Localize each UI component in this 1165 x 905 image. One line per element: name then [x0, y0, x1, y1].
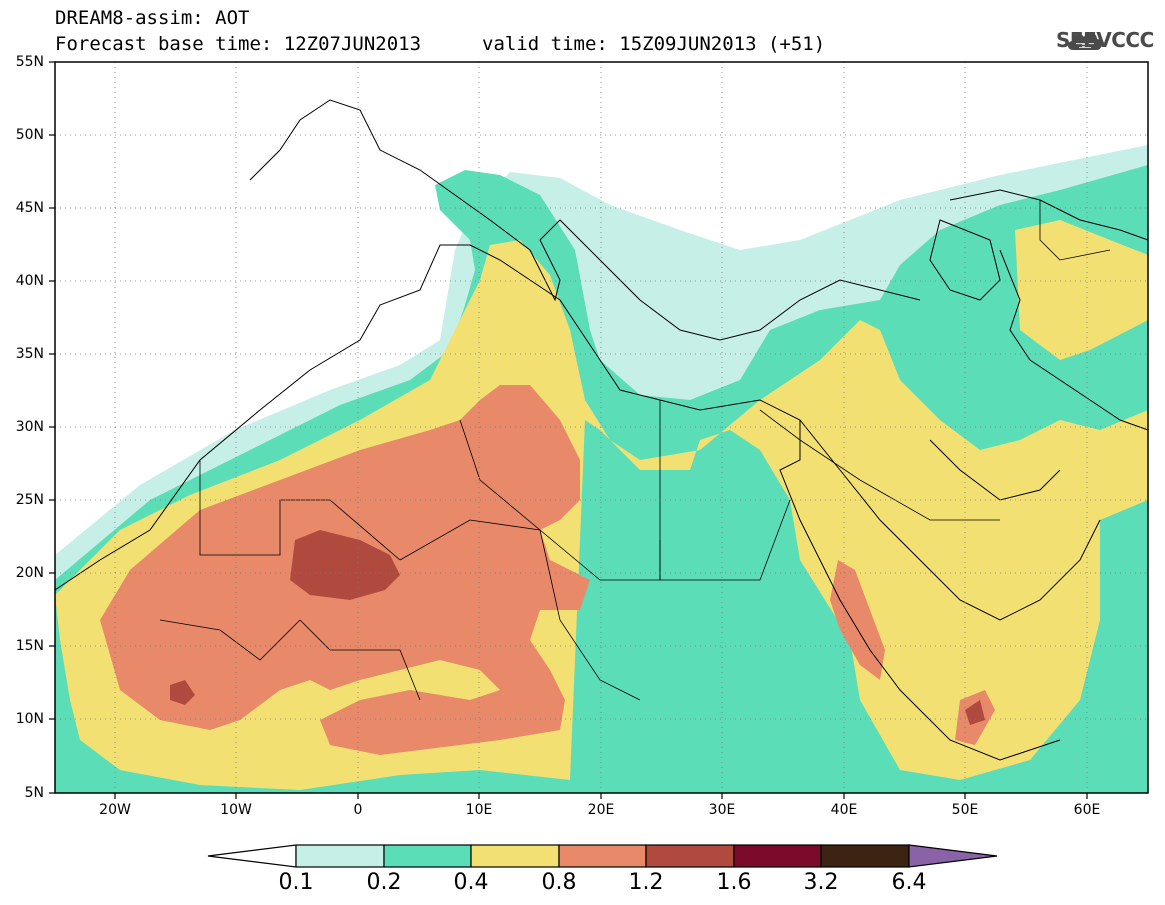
lat-label: 40N [15, 273, 44, 289]
lon-label: 10E [465, 802, 493, 818]
lat-label: 55N [15, 54, 44, 70]
cloud-icon [1067, 33, 1102, 50]
lat-label: 45N [15, 200, 44, 216]
colorbar-label: 0.1 [278, 870, 314, 895]
colorbar-label: 0.8 [541, 870, 577, 895]
lon-label: 40E [830, 802, 858, 818]
chart-title: DREAM8-assim: AOT [55, 7, 250, 29]
lon-label: 30E [708, 802, 736, 818]
lat-label: 50N [15, 127, 44, 143]
aot-contour-1.2 [290, 530, 400, 600]
country-borders [159, 200, 1111, 701]
forecast-base-time: Forecast base time: 12Z07JUN2013 [55, 33, 422, 55]
colorbar-label: 3.2 [803, 870, 839, 895]
lon-label: 20W [99, 802, 131, 818]
lat-label: 20N [15, 565, 44, 581]
colorbar-label: 6.4 [891, 870, 927, 895]
valid-time: valid time: 15Z09JUN2013 (+51) [482, 33, 826, 55]
lat-label: 30N [15, 419, 44, 435]
lon-label: 20E [587, 802, 615, 818]
coastlines [55, 99, 1148, 761]
lat-label: 5N [24, 785, 44, 801]
aot-contour-0.8-redsea [830, 560, 885, 680]
colorbar-label: 1.6 [716, 870, 752, 895]
lon-label: 0 [353, 802, 363, 818]
lon-label: 50E [951, 802, 979, 818]
aot-contour-0.4-east [1015, 220, 1148, 360]
lat-label: 15N [15, 638, 44, 654]
colorbar-label: 0.4 [453, 870, 489, 895]
aot-field [55, 62, 1148, 793]
gridlines [55, 62, 1148, 793]
lat-label: 35N [15, 346, 44, 362]
lon-label: 60E [1073, 802, 1101, 818]
colorbar-label: 0.2 [366, 870, 402, 895]
aot-contour-1.2-west [170, 680, 195, 705]
lat-label: 10N [15, 711, 44, 727]
lon-label: 10W [220, 802, 252, 818]
lat-label: 25N [15, 492, 44, 508]
logo-text: SEEVCCC [1056, 28, 1154, 52]
colorbar-label: 1.2 [628, 870, 664, 895]
axis-ticks [49, 61, 1088, 799]
